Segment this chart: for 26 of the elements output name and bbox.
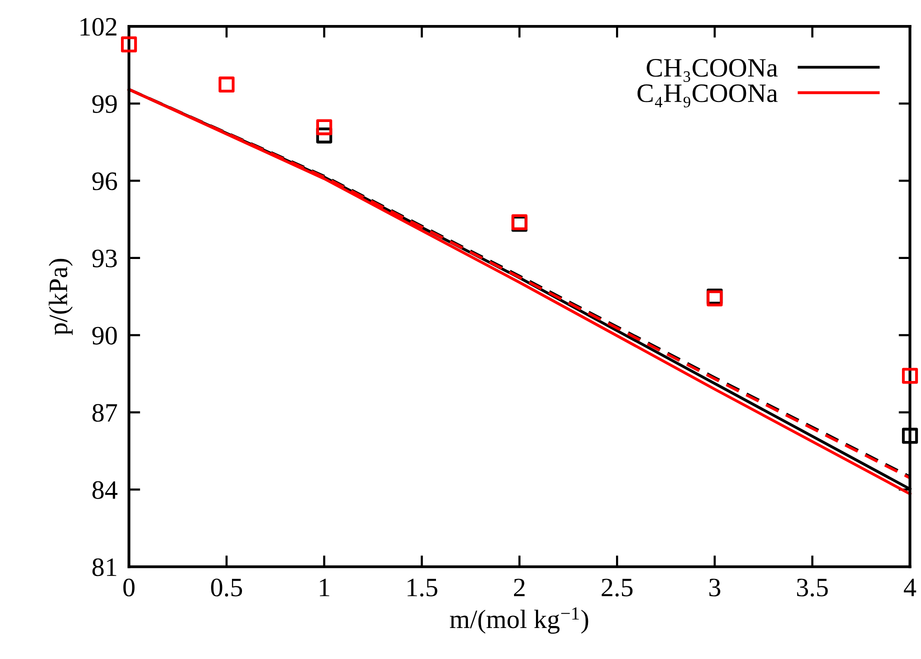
x-tick-label: 0 <box>123 578 135 596</box>
y-tick-label: 96 <box>92 172 118 190</box>
x-tick-label: 0.5 <box>211 578 242 597</box>
y-tick-label: 99 <box>92 95 117 113</box>
y-tick-label: 84 <box>92 481 118 499</box>
x-tick-label: 4 <box>904 578 916 596</box>
x-tick-label: 3.5 <box>797 578 828 597</box>
x-tick-label: 2 <box>514 578 525 596</box>
x-tick-label: 1 <box>320 578 330 596</box>
point <box>120 36 137 52</box>
x-tick-label: 2.5 <box>602 578 633 597</box>
y-tick-label: 87 <box>92 404 118 422</box>
y-axis-title: p/(kPa) <box>48 258 73 335</box>
x-axis-title: m/(mol kg$^{−1}$) <box>450 607 588 634</box>
point <box>902 368 918 384</box>
point <box>316 119 332 136</box>
y-tick-label: 102 <box>80 18 116 36</box>
point <box>902 428 918 444</box>
legend-label: C₄H₉COONa <box>638 84 778 108</box>
point <box>218 76 235 92</box>
y-tick-label: 93 <box>92 250 117 268</box>
y-tick-label: 81 <box>92 558 116 576</box>
x-tick-label: 1.5 <box>408 578 438 597</box>
y-tick-label: 90 <box>92 326 117 345</box>
legend-label: CH₃COONa <box>646 59 778 82</box>
x-tick-label: 3 <box>709 578 720 596</box>
